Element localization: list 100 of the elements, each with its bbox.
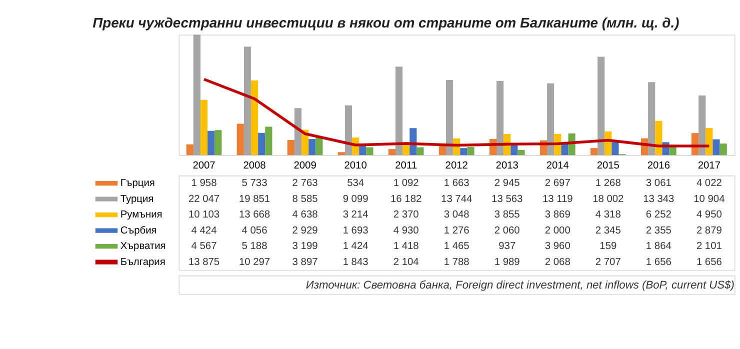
data-label: 16 182 bbox=[390, 194, 422, 205]
data-label: 5 733 bbox=[242, 178, 268, 190]
bar bbox=[438, 146, 446, 156]
bar bbox=[250, 80, 258, 156]
x-tick-label: 2014 bbox=[546, 160, 570, 172]
bar bbox=[338, 152, 345, 156]
bar bbox=[446, 80, 454, 156]
data-label: 1 418 bbox=[393, 241, 420, 252]
data-label: 1 465 bbox=[444, 241, 470, 252]
bar bbox=[214, 130, 222, 156]
bar bbox=[720, 144, 727, 156]
x-tick-label: 2012 bbox=[445, 160, 468, 172]
bar bbox=[612, 142, 619, 156]
bar bbox=[316, 138, 323, 156]
legend-label: Гърция bbox=[120, 178, 155, 190]
legend-label: Румъния bbox=[120, 210, 162, 221]
data-label: 10 297 bbox=[238, 256, 270, 268]
x-tick-label: 2007 bbox=[192, 160, 216, 172]
bar bbox=[265, 126, 272, 156]
bar bbox=[467, 147, 474, 156]
data-label: 13 119 bbox=[542, 194, 574, 205]
data-label: 13 668 bbox=[238, 210, 270, 221]
data-label: 4 567 bbox=[191, 241, 218, 252]
bar bbox=[359, 146, 366, 156]
data-label: 1 424 bbox=[342, 241, 369, 252]
bar bbox=[547, 83, 554, 156]
x-tick-label: 2008 bbox=[243, 160, 266, 172]
data-label: 2 945 bbox=[494, 178, 520, 190]
data-label: 3 869 bbox=[544, 210, 571, 221]
bar bbox=[388, 149, 396, 156]
data-label: 937 bbox=[498, 241, 516, 252]
x-tick-label: 2009 bbox=[294, 160, 317, 172]
data-label: 13 563 bbox=[492, 194, 524, 205]
data-label: 4 930 bbox=[393, 225, 420, 236]
data-label: 2 763 bbox=[292, 178, 318, 190]
bar bbox=[294, 108, 302, 156]
data-label: 1 268 bbox=[595, 178, 622, 190]
legend-label: Хърватия bbox=[120, 241, 166, 252]
x-tick-label: 2017 bbox=[698, 160, 721, 172]
data-label: 1 864 bbox=[646, 241, 672, 252]
data-label: 1 843 bbox=[342, 256, 369, 268]
data-label: 2 879 bbox=[696, 225, 722, 236]
data-label: 2 000 bbox=[544, 225, 571, 236]
data-label: 10 904 bbox=[694, 194, 726, 205]
data-label: 3 855 bbox=[494, 210, 520, 221]
data-label: 2 707 bbox=[595, 256, 622, 268]
data-label: 159 bbox=[600, 241, 617, 252]
bar bbox=[287, 140, 294, 156]
x-tick-label: 2015 bbox=[596, 160, 620, 172]
data-label: 19 851 bbox=[238, 194, 270, 205]
data-label: 1 656 bbox=[646, 256, 672, 268]
x-tick-label: 2013 bbox=[496, 160, 519, 172]
data-label: 4 318 bbox=[595, 210, 622, 221]
bar bbox=[698, 95, 706, 156]
bar bbox=[706, 128, 713, 156]
data-label: 2 068 bbox=[544, 256, 571, 268]
bar bbox=[344, 105, 352, 156]
text: Източник: Световна банка, Foreign direct investment, net inflows (BoP, current US$) bbox=[306, 279, 735, 292]
data-label: 13 875 bbox=[188, 256, 220, 268]
data-label: 3 214 bbox=[342, 210, 369, 221]
data-label: 10 103 bbox=[188, 210, 220, 221]
bar bbox=[244, 46, 251, 156]
bar bbox=[186, 144, 194, 156]
bar bbox=[366, 147, 374, 156]
bar bbox=[518, 150, 525, 156]
data-label: 1 693 bbox=[342, 225, 369, 236]
data-label: 3 048 bbox=[444, 210, 470, 221]
data-label: 534 bbox=[347, 178, 364, 190]
data-label: 13 744 bbox=[441, 194, 472, 205]
data-label: 4 056 bbox=[242, 225, 268, 236]
data-label: 3 061 bbox=[646, 178, 672, 190]
bar bbox=[655, 120, 662, 156]
data-label: 2 929 bbox=[292, 225, 318, 236]
data-label: 1 958 bbox=[191, 178, 218, 190]
x-tick-label: 2011 bbox=[395, 160, 418, 172]
data-label: 8 585 bbox=[292, 194, 318, 205]
legend-label: България bbox=[120, 256, 166, 268]
data-label: 2 697 bbox=[544, 178, 571, 190]
bar bbox=[416, 147, 424, 156]
data-label: 9 099 bbox=[342, 194, 369, 205]
bar bbox=[258, 132, 266, 156]
data-label: 18 002 bbox=[592, 194, 624, 205]
bar bbox=[460, 148, 468, 156]
data-label: 1 788 bbox=[444, 256, 470, 268]
chart-title: Преки чуждестранни инвестиции в някои от страните от Балканите (млн. щ. д.) bbox=[92, 14, 680, 31]
data-label: 4 424 bbox=[191, 225, 218, 236]
x-tick-label: 2016 bbox=[647, 160, 670, 172]
bar bbox=[395, 66, 403, 156]
data-label: 3 897 bbox=[292, 256, 318, 268]
data-label: 3 199 bbox=[292, 241, 318, 252]
data-label: 2 101 bbox=[696, 241, 722, 252]
data-label: 1 663 bbox=[444, 178, 470, 190]
bar bbox=[561, 144, 568, 156]
data-label: 13 343 bbox=[643, 194, 675, 205]
bar bbox=[236, 124, 244, 156]
data-label: 2 370 bbox=[393, 210, 420, 221]
data-label: 1 656 bbox=[696, 256, 722, 268]
bar bbox=[208, 130, 215, 156]
bar bbox=[496, 80, 504, 156]
bar bbox=[712, 139, 720, 156]
